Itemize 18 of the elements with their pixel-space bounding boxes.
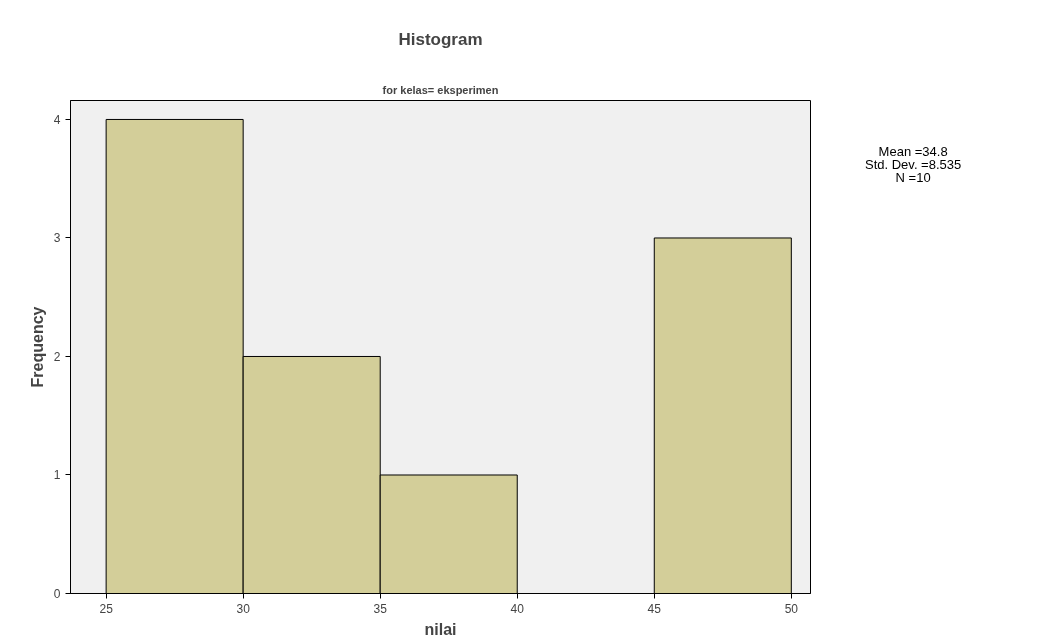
text: Std. Dev. =8.535 (865, 157, 962, 172)
y-axis-title: Frequency (28, 306, 46, 388)
y-tick-label: 4 (53, 112, 61, 127)
x-tick-label: 35 (373, 601, 388, 616)
text: Mean =34.8 (878, 144, 948, 159)
y-tick-label: 2 (53, 349, 61, 364)
x-axis-title: nilai (424, 620, 457, 638)
x-tick-label: 25 (99, 601, 114, 616)
chart-title: Histogram (398, 30, 483, 49)
x-tick-label: 30 (236, 601, 251, 616)
x-tick-label: 45 (647, 601, 662, 616)
y-tick-label: 0 (53, 587, 61, 601)
x-tick-label: 50 (784, 601, 799, 616)
x-tick-label: 40 (510, 601, 525, 616)
text: N =10 (895, 170, 931, 185)
chart-subtitle: for kelas= eksperimen (382, 83, 499, 96)
y-tick-label: 3 (53, 231, 61, 246)
y-tick-label: 1 (53, 468, 61, 483)
